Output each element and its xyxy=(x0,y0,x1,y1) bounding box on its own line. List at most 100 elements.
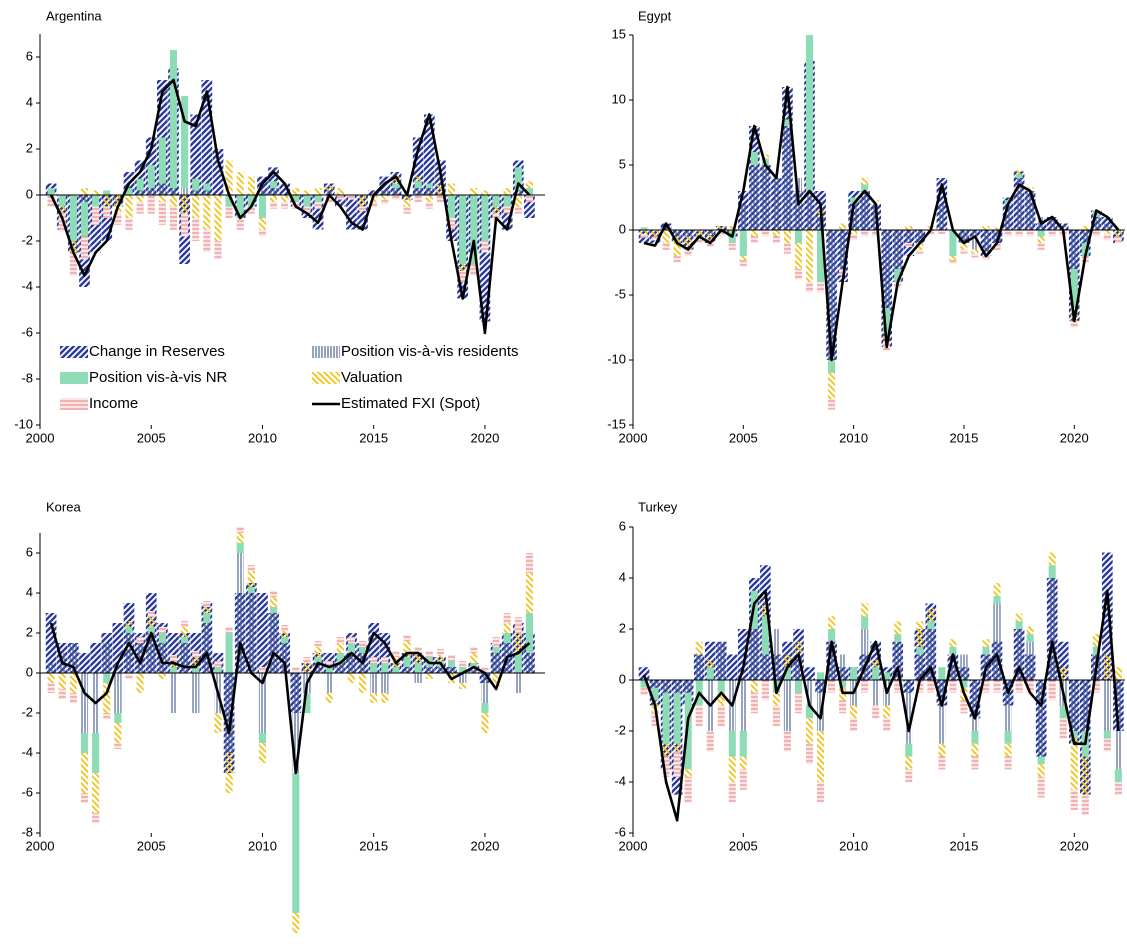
component-bar xyxy=(392,651,400,657)
component-bar xyxy=(80,793,89,803)
component-bar xyxy=(92,733,100,773)
component-bar xyxy=(794,230,803,243)
component-bar xyxy=(850,233,858,241)
component-bar xyxy=(136,201,144,214)
component-bar xyxy=(1059,705,1067,719)
component-bar xyxy=(794,641,803,655)
component-bar xyxy=(425,188,433,195)
component-bar xyxy=(728,731,736,757)
component-bar xyxy=(750,230,758,237)
component-bar xyxy=(392,183,400,189)
component-bar xyxy=(303,206,311,214)
component-bar xyxy=(1070,731,1078,739)
component-bar xyxy=(1004,743,1012,757)
component-bar xyxy=(470,647,478,653)
component-bar xyxy=(69,195,77,241)
component-bar xyxy=(1037,776,1045,798)
legend-label: Change in Reserves xyxy=(89,343,225,360)
component-bar xyxy=(281,643,289,673)
component-bar xyxy=(203,613,211,623)
component-bar xyxy=(971,731,979,744)
component-bar xyxy=(192,651,200,657)
reserve-bar xyxy=(379,176,391,195)
component-bar xyxy=(971,743,979,757)
component-bar xyxy=(651,236,659,241)
reserve-bar xyxy=(804,667,815,680)
component-bar xyxy=(739,680,747,731)
component-bar xyxy=(270,613,278,673)
component-bar xyxy=(347,673,356,683)
component-bar xyxy=(861,616,869,629)
component-bar xyxy=(982,639,990,647)
component-bar xyxy=(651,687,659,701)
component-bar xyxy=(949,230,957,256)
x-tick-label: 2000 xyxy=(26,838,55,853)
component-bar xyxy=(525,195,533,202)
component-bar xyxy=(805,705,814,719)
component-bar xyxy=(1103,654,1111,680)
component-bar xyxy=(839,230,847,269)
y-tick-label: 0 xyxy=(619,221,626,236)
component-bar xyxy=(325,693,333,703)
component-bar xyxy=(1114,230,1122,237)
component-bar xyxy=(503,206,511,214)
component-bar xyxy=(695,654,703,680)
component-bar xyxy=(1070,680,1078,731)
component-bar xyxy=(1081,794,1089,816)
component-bar xyxy=(960,230,968,243)
x-tick-label: 2015 xyxy=(359,838,388,853)
component-bar xyxy=(514,633,522,653)
component-bar xyxy=(1048,552,1056,566)
component-bar xyxy=(448,195,456,218)
component-bar xyxy=(214,195,222,241)
legend-swatch xyxy=(312,346,340,358)
component-bar xyxy=(706,667,714,680)
component-bar xyxy=(1059,718,1067,739)
component-bar xyxy=(651,230,659,237)
component-bar xyxy=(905,743,913,757)
y-tick-label: 0 xyxy=(26,186,33,201)
component-bar xyxy=(717,641,725,680)
component-bar xyxy=(916,680,924,693)
legend-label: Position vis-à-vis NR xyxy=(89,369,228,386)
component-bar xyxy=(292,673,300,773)
component-bar xyxy=(1026,626,1034,635)
component-bar xyxy=(425,195,433,202)
component-bar xyxy=(370,673,378,693)
component-bar xyxy=(370,663,378,673)
component-bar xyxy=(1037,230,1045,237)
component-bar xyxy=(258,229,267,237)
component-bar xyxy=(47,195,55,207)
component-bar xyxy=(1081,226,1089,230)
component-bar xyxy=(158,673,166,679)
component-bar xyxy=(214,667,222,673)
component-bar xyxy=(381,199,389,205)
reserve-bar xyxy=(738,629,749,680)
component-bar xyxy=(1103,233,1111,241)
component-bar xyxy=(281,637,289,643)
component-bar xyxy=(314,657,322,663)
component-bar xyxy=(695,236,703,243)
component-bar xyxy=(684,236,692,250)
component-bar xyxy=(314,663,322,673)
component-bar xyxy=(783,731,791,752)
component-bar xyxy=(640,687,648,696)
component-bar xyxy=(905,769,913,782)
component-bar xyxy=(960,249,968,254)
chart-title: Turkey xyxy=(638,499,678,514)
component-bar xyxy=(158,633,166,643)
component-bar xyxy=(850,667,858,680)
component-bar xyxy=(336,188,344,195)
fxi-line xyxy=(642,589,1120,822)
legend-label: Estimated FXI (Spot) xyxy=(341,395,480,412)
component-bar xyxy=(828,641,836,680)
component-bar xyxy=(403,641,411,657)
y-tick-label: -10 xyxy=(607,351,626,366)
component-bar xyxy=(114,213,122,225)
component-bar xyxy=(314,647,322,657)
component-bar xyxy=(481,713,489,733)
y-tick-label: -2 xyxy=(21,704,33,719)
component-bar xyxy=(47,673,55,683)
component-bar xyxy=(1070,269,1078,308)
component-bar xyxy=(158,137,166,184)
